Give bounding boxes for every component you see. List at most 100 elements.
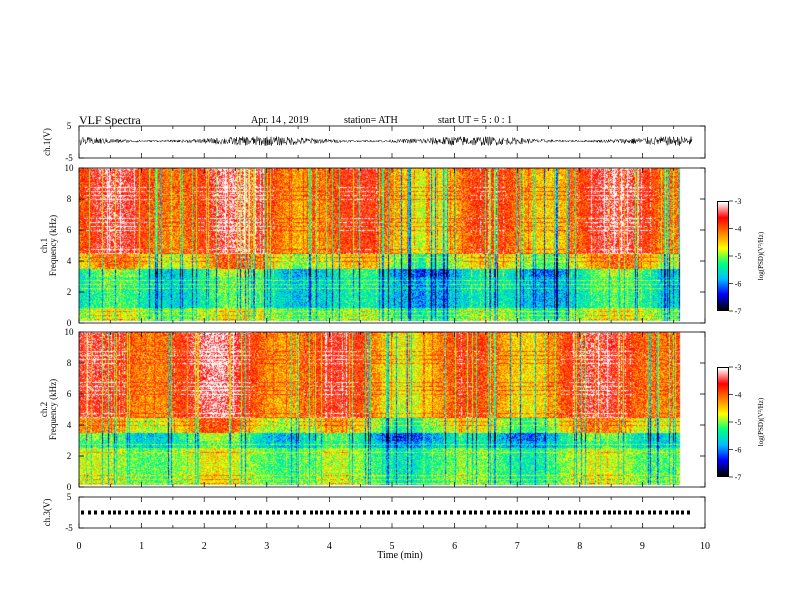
x-tick-label: 4	[327, 541, 332, 552]
colorbar-tick-label-ch2-spectrogram: -6	[735, 446, 742, 455]
ch3-pulse	[363, 510, 366, 515]
ch3-pulse	[223, 510, 226, 515]
y-tick-label-ch2-spectrogram: 10	[65, 327, 75, 337]
start-time-label: start UT = 5 : 0 : 1	[438, 115, 513, 126]
figure-title: VLF Spectra	[79, 113, 141, 127]
ch3-pulse	[81, 510, 84, 515]
colorbar-tick-label-ch1-spectrogram: -5	[735, 252, 742, 261]
ch3-pulse	[272, 510, 275, 515]
ch3-pulse	[665, 510, 668, 515]
ch3-pulse	[401, 510, 404, 515]
ch1-colorbar	[717, 201, 729, 311]
ch3-pulse	[344, 510, 347, 515]
ch1-waveform-line	[79, 136, 693, 147]
ch3-pulse	[101, 510, 104, 515]
ch3-pulse	[532, 510, 535, 515]
ch3-pulse	[469, 510, 472, 515]
y-tick-label-ch1-spectrogram: 0	[67, 318, 72, 328]
y-tick-label-ch1-waveform: -5	[65, 153, 73, 163]
ch3-pulse	[206, 510, 209, 515]
x-tick-label: 7	[515, 541, 520, 552]
y-tick-label-ch1-spectrogram: 8	[67, 194, 72, 204]
ch3-pulse	[94, 510, 97, 515]
ch3-pulse	[233, 510, 236, 515]
y-tick-label-ch1-spectrogram: 6	[67, 225, 72, 235]
ch3-pulse	[315, 510, 318, 515]
ch3-pulse	[277, 510, 280, 515]
ch3-pulse	[624, 510, 627, 515]
y-tick-label-ch2-spectrogram: 2	[67, 451, 72, 461]
ch3-pulse	[579, 510, 582, 515]
ch3-pulse	[181, 510, 184, 515]
ch3-pulse	[676, 510, 679, 515]
ch3-pulse	[457, 510, 460, 515]
ch3-pulse	[653, 510, 656, 515]
ch3-pulse	[303, 510, 306, 515]
ch3-pulse	[641, 510, 644, 515]
y-axis-label-ch2-spectrogram: Frequency (kHz)	[48, 379, 58, 440]
ch3-pulse	[155, 510, 158, 515]
date-label: Apr. 14 , 2019	[251, 115, 309, 126]
x-tick-label: 10	[700, 541, 710, 552]
ch3-pulse	[370, 510, 373, 515]
y-axis-label-ch2-spectrogram: ch.2	[39, 402, 49, 417]
ch3-pulse	[143, 510, 146, 515]
y-tick-label-ch2-spectrogram: 4	[67, 420, 72, 430]
ch3-pulse	[350, 510, 353, 515]
y-tick-label-ch1-spectrogram: 10	[65, 163, 75, 173]
x-axis-label: Time (min)	[377, 550, 422, 561]
ch3-pulse	[169, 510, 172, 515]
ch3-pulse	[284, 510, 287, 515]
colorbar-tick-label-ch2-spectrogram: -4	[735, 391, 742, 400]
ch3-pulse	[438, 510, 441, 515]
ch3-pulse	[310, 510, 313, 515]
ch3-pulse	[463, 510, 466, 515]
ch3-pulse	[326, 510, 329, 515]
ch3-pulse	[648, 510, 651, 515]
ch3-pulse	[504, 510, 507, 515]
colorbar-tick-label-ch2-spectrogram: -5	[735, 418, 742, 427]
colorbar-tick-label-ch1-spectrogram: -7	[735, 307, 742, 316]
ch3-pulse	[338, 510, 341, 515]
colorbar-tick-label-ch1-spectrogram: -3	[735, 197, 742, 206]
ch3-pulse	[537, 510, 540, 515]
y-tick-label-ch2-spectrogram: 6	[67, 389, 72, 399]
x-tick-label: 0	[77, 541, 82, 552]
y-axis-label-ch3-waveform: ch.3(V)	[42, 499, 52, 527]
ch3-pulse	[584, 510, 587, 515]
colorbar-label-ch2-spectrogram: log(PSD)(V²/Hz)	[757, 397, 765, 446]
station-label: station= ATH	[344, 115, 398, 126]
ch3-pulse	[247, 510, 250, 515]
x-tick-label: 2	[202, 541, 207, 552]
ch3-pulse	[290, 510, 293, 515]
x-tick-label: 8	[577, 541, 582, 552]
ch2-colorbar	[717, 367, 729, 477]
ch3-pulse	[407, 510, 410, 515]
colorbar-tick-label-ch1-spectrogram: -4	[735, 225, 742, 234]
ch3-pulse	[413, 510, 416, 515]
y-tick-label-ch2-spectrogram: 0	[67, 482, 72, 492]
colorbar-tick-label-ch1-spectrogram: -6	[735, 280, 742, 289]
ch3-pulse	[320, 510, 323, 515]
y-axis-label-ch1-waveform: ch.1(V)	[42, 128, 52, 156]
ch3-pulse	[200, 510, 203, 515]
colorbar-label-ch1-spectrogram: log(PSD)(V²/Hz)	[757, 231, 765, 280]
ch3-pulse	[175, 510, 178, 515]
x-tick-label: 5	[390, 541, 395, 552]
ch3-pulse	[450, 510, 453, 515]
ch3-pulse	[88, 510, 91, 515]
ch3-pulse	[681, 510, 684, 515]
y-tick-label-ch2-spectrogram: 8	[67, 358, 72, 368]
y-tick-label-ch3-waveform: 5	[67, 492, 72, 502]
ch3-pulse	[394, 510, 397, 515]
y-tick-label-ch1-spectrogram: 4	[67, 256, 72, 266]
ch3-pulse	[425, 510, 428, 515]
ch3-pulse	[474, 510, 477, 515]
x-tick-label: 9	[640, 541, 645, 552]
ch3-pulse	[618, 510, 621, 515]
colorbar-tick-label-ch2-spectrogram: -7	[735, 473, 742, 482]
ch3-pulse	[480, 510, 483, 515]
ch3-pulse	[148, 510, 151, 515]
ch3-pulse	[296, 510, 299, 515]
ch3-pulse	[254, 510, 257, 515]
